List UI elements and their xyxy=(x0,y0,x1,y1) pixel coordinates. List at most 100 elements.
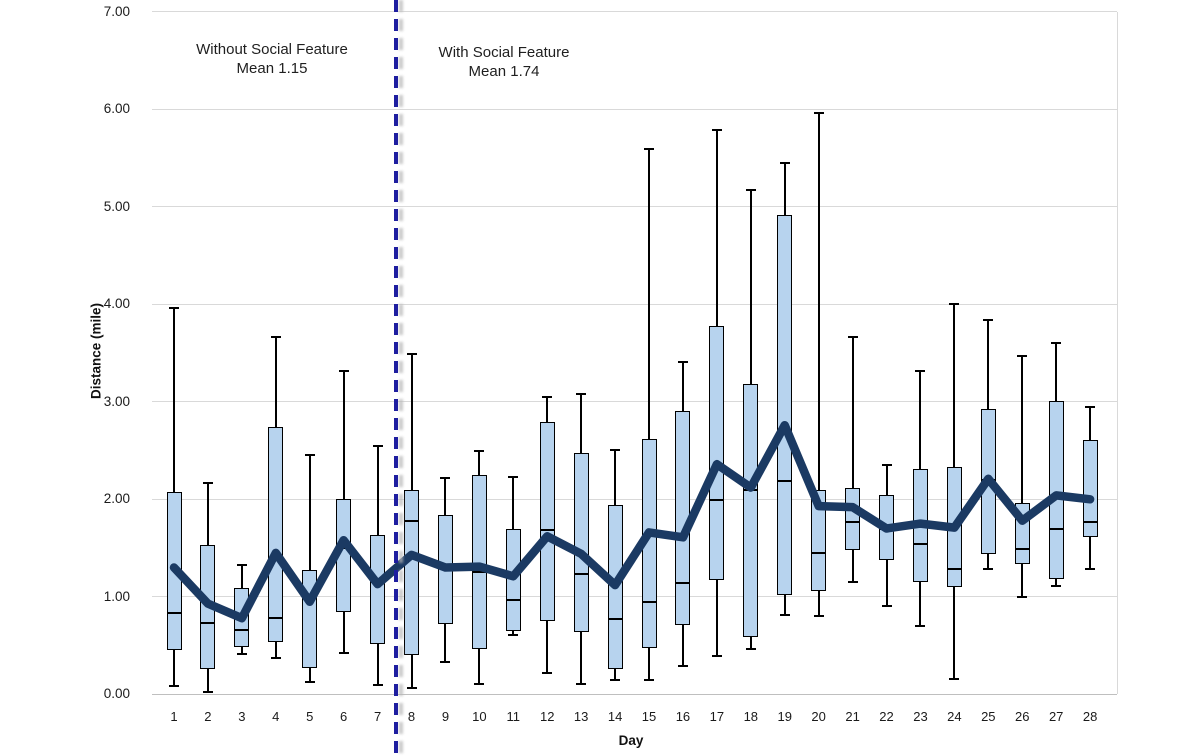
whisker-cap-top xyxy=(202,481,213,484)
x-tick-label: 16 xyxy=(675,709,691,724)
median-line xyxy=(200,622,216,625)
whisker-cap-bottom xyxy=(983,567,994,570)
whisker-cap-top xyxy=(508,475,519,478)
whisker-cap-bottom xyxy=(1051,585,1062,588)
x-tick-label: 25 xyxy=(981,709,996,724)
whisker-cap-top xyxy=(745,189,756,192)
whisker-cap-bottom xyxy=(610,678,621,681)
x-tick-label: 24 xyxy=(947,709,962,724)
x-tick-label: 20 xyxy=(811,709,826,724)
x-tick-label: 18 xyxy=(743,709,759,724)
x-tick-label: 6 xyxy=(340,709,348,724)
whisker-cap-bottom xyxy=(915,625,926,628)
median-line xyxy=(166,612,182,615)
x-tick-label: 27 xyxy=(1048,709,1064,724)
whisker-cap-top xyxy=(644,148,655,151)
y-tick-label: 6.00 xyxy=(103,101,130,117)
whisker-cap-top xyxy=(949,303,960,306)
whisker-cap-bottom xyxy=(576,682,587,685)
gridline xyxy=(152,303,1117,305)
annotation-line: With Social Feature xyxy=(438,44,570,61)
x-tick-label: 17 xyxy=(709,709,725,724)
plot-right-border xyxy=(1117,11,1118,695)
y-tick-label: 0.00 xyxy=(103,686,130,702)
x-tick-label: 22 xyxy=(879,709,894,724)
median-line xyxy=(1082,520,1098,523)
gridline xyxy=(152,401,1117,403)
whisker-cap-top xyxy=(406,352,417,355)
whisker-cap-bottom xyxy=(677,665,688,668)
median-line xyxy=(268,617,284,620)
x-tick-label: 19 xyxy=(777,709,792,724)
box xyxy=(573,453,589,632)
median-line xyxy=(811,551,827,554)
whisker-cap-bottom xyxy=(779,614,790,617)
gridline xyxy=(152,108,1117,110)
x-axis-line xyxy=(152,693,1117,695)
x-tick-label: 13 xyxy=(573,709,589,724)
whisker-cap-bottom xyxy=(949,677,960,680)
box xyxy=(404,490,419,656)
whisker-cap-bottom xyxy=(474,682,485,685)
gridline xyxy=(152,206,1117,208)
whisker-cap-top xyxy=(169,307,179,310)
box xyxy=(811,490,827,591)
x-tick-label: 28 xyxy=(1082,709,1098,724)
whisker-cap-bottom xyxy=(1085,567,1096,570)
x-tick-label: 4 xyxy=(272,709,280,724)
whisker-cap-bottom xyxy=(270,657,281,660)
gridline xyxy=(152,596,1117,598)
gridline xyxy=(152,498,1117,500)
whisker-cap-top xyxy=(440,476,451,479)
box xyxy=(471,474,487,650)
median-line xyxy=(234,628,250,631)
whisker-cap-top xyxy=(576,392,587,395)
y-tick-label: 2.00 xyxy=(103,491,130,507)
whisker-cap-bottom xyxy=(847,581,858,584)
annotation-line: Mean 1.74 xyxy=(468,63,540,80)
whisker-cap-top xyxy=(542,395,553,398)
whisker-cap-top xyxy=(847,336,858,339)
median-line xyxy=(471,571,487,574)
median-line xyxy=(607,618,623,621)
mean-line xyxy=(169,420,1095,623)
whisker-cap-bottom xyxy=(542,671,553,674)
whisker-cap-bottom xyxy=(372,683,383,686)
whisker-cap-top xyxy=(915,369,926,372)
x-tick-label: 9 xyxy=(441,709,450,724)
x-tick-label: 2 xyxy=(204,709,212,724)
median-line xyxy=(845,520,861,523)
box xyxy=(370,535,386,644)
whisker-cap-bottom xyxy=(440,661,451,664)
whisker-cap-bottom xyxy=(304,680,315,683)
median-line xyxy=(1014,548,1030,550)
whisker-cap-top xyxy=(779,161,790,164)
whisker-cap-top xyxy=(983,318,994,321)
median-line xyxy=(539,528,555,531)
whisker xyxy=(648,149,651,680)
x-tick-label: 10 xyxy=(472,709,487,724)
whisker-cap-bottom xyxy=(881,604,892,607)
whisker-cap-bottom xyxy=(508,633,519,636)
x-tick-label: 8 xyxy=(407,709,416,724)
y-tick-label: 5.00 xyxy=(103,198,130,214)
whisker-cap-bottom xyxy=(813,615,824,618)
phase-divider-dashed-line xyxy=(394,0,398,756)
whisker-cap-bottom xyxy=(745,648,756,651)
median-line xyxy=(709,499,725,502)
whisker xyxy=(1021,355,1024,597)
y-tick-label: 1.00 xyxy=(103,588,130,604)
box xyxy=(1082,439,1098,538)
median-line xyxy=(505,598,521,601)
annotation-line: Without Social Feature xyxy=(196,41,348,58)
median-line xyxy=(946,568,962,571)
box xyxy=(743,384,759,637)
box xyxy=(1048,400,1064,580)
annotation-line: Mean 1.15 xyxy=(236,60,308,77)
x-tick-label: 7 xyxy=(373,709,382,724)
whisker-cap-top xyxy=(474,449,485,452)
x-tick-label: 1 xyxy=(170,709,178,724)
whisker-cap-top xyxy=(610,448,621,451)
whisker-cap-top xyxy=(677,360,688,363)
whisker xyxy=(817,113,820,617)
